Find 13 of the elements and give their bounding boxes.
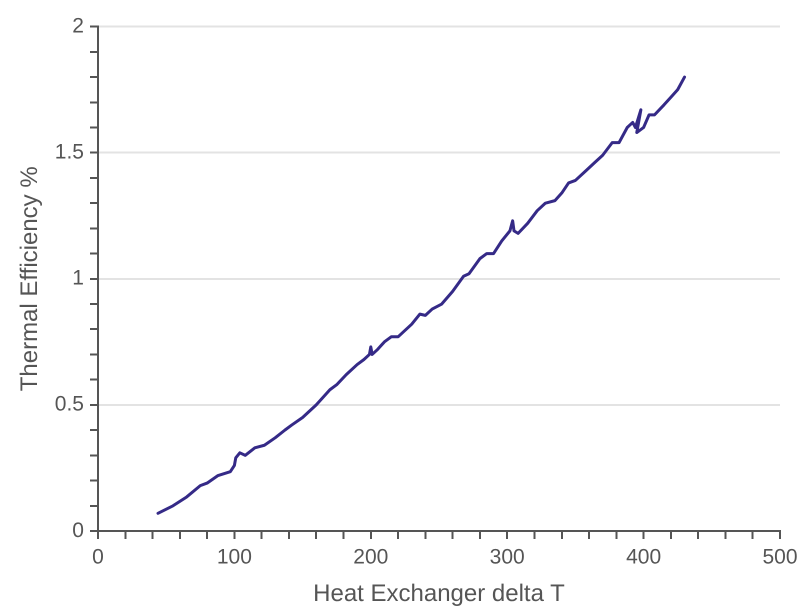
x-axis-title: Heat Exchanger delta T: [313, 580, 566, 608]
y-tick-label: 1: [72, 266, 84, 290]
x-tick-label: 400: [626, 545, 662, 568]
y-tick-label: 0: [72, 518, 84, 542]
x-tick-label: 200: [353, 545, 388, 568]
x-tick-label: 100: [216, 545, 252, 568]
y-tick-label: 1.5: [54, 140, 84, 164]
x-tick-label: 0: [92, 545, 104, 568]
y-tick-label: 2: [72, 14, 84, 38]
y-axis-title: Thermal Efficiency %: [16, 166, 44, 392]
y-tick-label: 0.5: [54, 392, 84, 416]
x-tick-label: 300: [490, 545, 525, 568]
x-tick-label: 500: [762, 545, 798, 568]
